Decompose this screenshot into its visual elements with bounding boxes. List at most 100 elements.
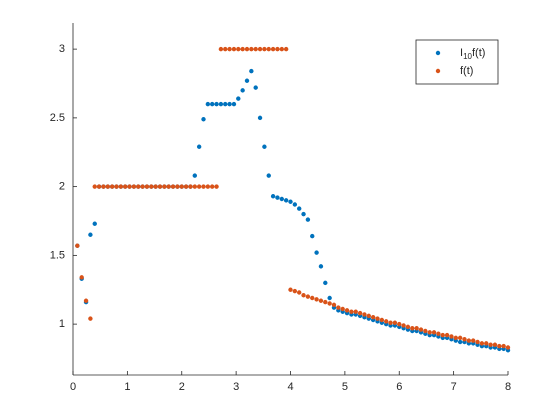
data-point [262, 46, 267, 52]
data-point [127, 184, 132, 189]
data-point [388, 320, 393, 325]
data-point [105, 184, 111, 189]
data-point [131, 184, 137, 189]
data-point [123, 184, 128, 189]
data-point [140, 184, 145, 189]
data-point [436, 331, 441, 336]
data-point [305, 217, 311, 222]
data-point [331, 302, 337, 308]
data-point [109, 184, 115, 189]
data-point [401, 323, 406, 328]
data-point [327, 295, 332, 301]
data-point [157, 184, 163, 189]
legend-label-part: 10 [463, 52, 472, 61]
data-point [471, 338, 476, 343]
data-point [83, 298, 89, 303]
data-point [275, 46, 280, 52]
data-point [305, 294, 311, 299]
x-tick-label: 7 [451, 381, 457, 393]
data-point [240, 46, 245, 52]
data-point [253, 46, 258, 52]
y-tick-label: 1 [59, 318, 65, 330]
data-point [153, 184, 158, 189]
data-point [484, 341, 489, 346]
data-point [301, 211, 306, 217]
data-point [88, 316, 93, 321]
data-point [283, 198, 289, 203]
data-point [314, 297, 319, 302]
data-point [479, 341, 485, 346]
x-tick-label: 0 [70, 381, 76, 393]
x-tick-label: 3 [233, 381, 239, 393]
x-tick-label: 8 [505, 381, 511, 393]
data-point [144, 184, 150, 189]
data-point [118, 184, 124, 189]
data-point [449, 334, 454, 339]
legend-label: f(t) [460, 65, 473, 77]
legend-label: I10f(t) [460, 47, 485, 61]
data-point [414, 326, 419, 331]
data-point [418, 327, 424, 332]
data-point [397, 321, 402, 327]
data-point [488, 342, 493, 347]
data-point [457, 339, 463, 345]
data-point [136, 184, 141, 189]
data-point [210, 184, 215, 189]
data-point [249, 46, 254, 52]
data-point [236, 96, 241, 101]
data-point [196, 144, 202, 149]
data-point [210, 101, 215, 107]
data-point [162, 184, 167, 189]
data-point [218, 46, 224, 52]
data-point [423, 328, 428, 334]
data-point [457, 335, 463, 341]
data-point [427, 330, 432, 335]
data-point [92, 221, 97, 226]
data-point [292, 288, 298, 294]
data-point [79, 275, 84, 280]
data-point [405, 324, 411, 330]
data-point [375, 316, 380, 321]
data-point [310, 233, 315, 239]
data-point [301, 293, 306, 298]
data-point [266, 46, 271, 52]
x-tick-label: 6 [396, 381, 402, 393]
data-point [270, 194, 276, 199]
data-point [236, 46, 241, 52]
data-point [349, 309, 354, 314]
data-point [223, 101, 228, 107]
y-tick-label: 3 [59, 43, 65, 55]
data-point [318, 298, 324, 303]
legend-label-part: f(t) [460, 65, 473, 77]
data-point [314, 250, 319, 255]
x-tick-label: 4 [287, 381, 293, 393]
data-point [231, 46, 237, 52]
data-point [462, 337, 467, 342]
data-point [244, 78, 250, 83]
legend-label-part: I [460, 47, 463, 59]
data-point [218, 101, 224, 107]
data-point [249, 68, 254, 74]
legend-marker [435, 68, 441, 74]
data-point [279, 196, 284, 202]
data-point [366, 313, 371, 319]
data-point [266, 173, 271, 178]
data-point [323, 280, 328, 286]
data-point [244, 46, 250, 52]
data-point [192, 184, 197, 189]
data-point [257, 46, 263, 52]
data-point [262, 144, 267, 149]
y-tick-label: 1.5 [50, 249, 65, 261]
legend-marker [435, 50, 441, 56]
data-point [179, 184, 184, 189]
data-point [431, 330, 437, 335]
data-point [201, 117, 206, 122]
x-tick-label: 5 [342, 381, 348, 393]
data-point [205, 101, 211, 107]
data-point [270, 46, 276, 52]
data-point [323, 299, 328, 305]
data-point [297, 206, 302, 211]
x-tick-label: 1 [124, 381, 130, 393]
data-point [214, 101, 219, 107]
